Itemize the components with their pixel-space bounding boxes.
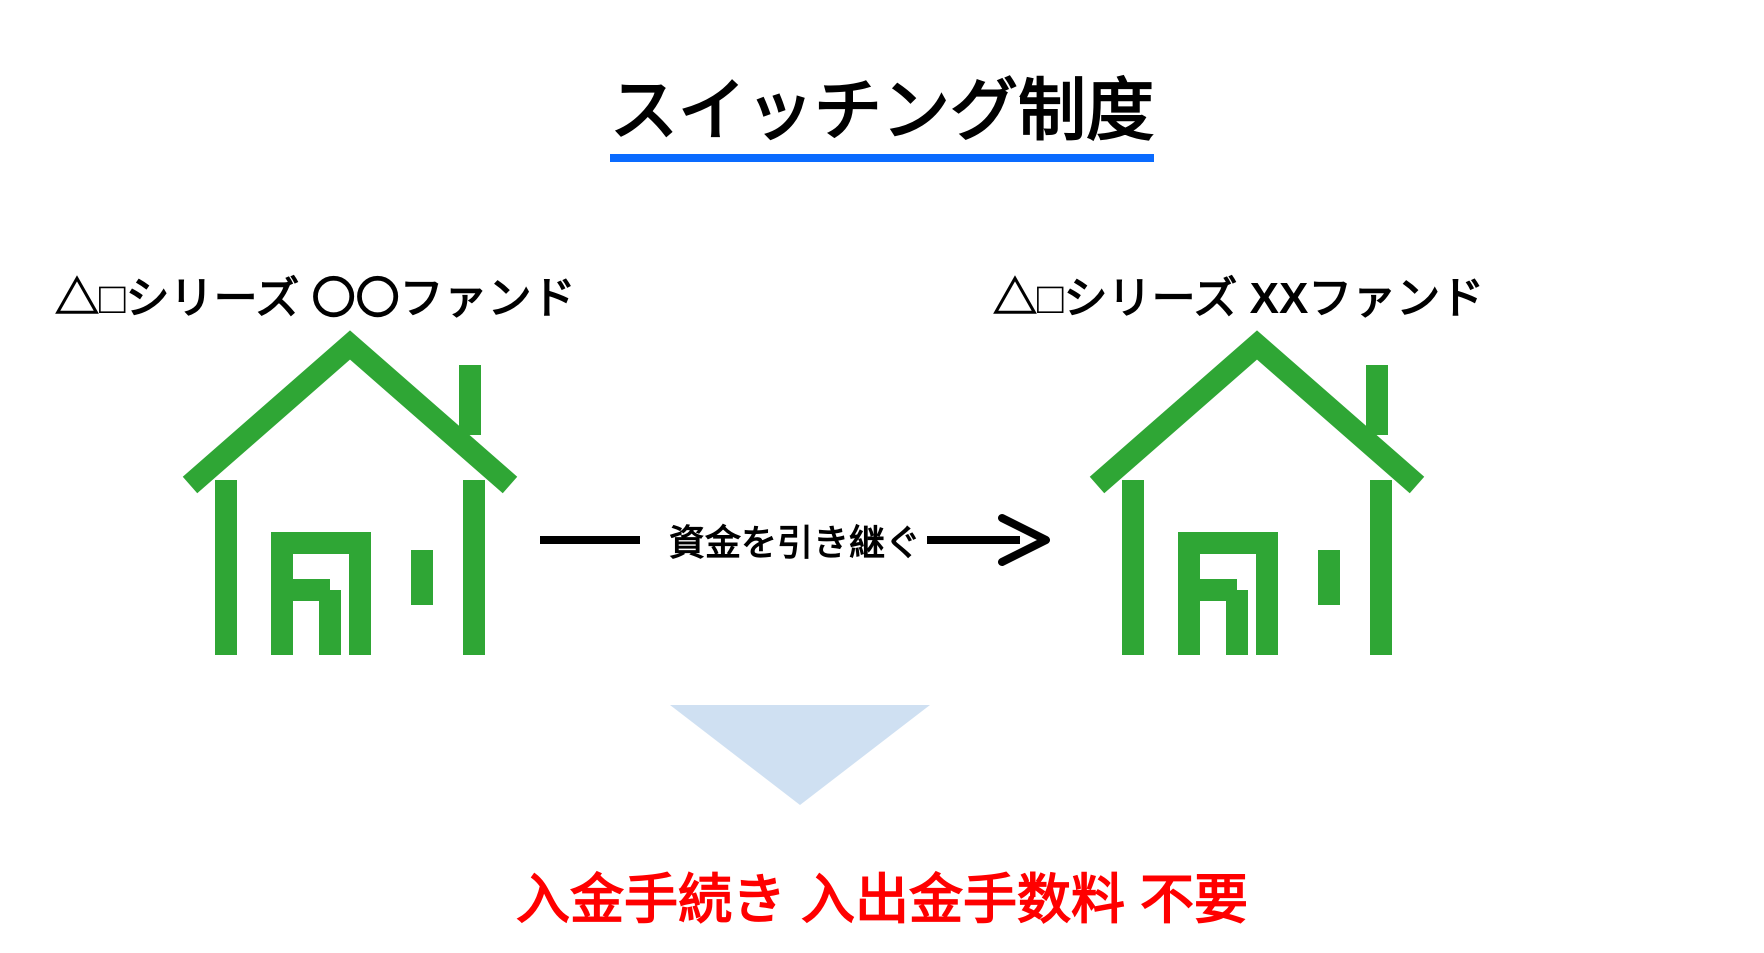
fund-right-label: △□シリーズ XXファンド xyxy=(993,262,1484,326)
title-container: スイッチング制度 xyxy=(0,55,1764,162)
down-triangle-icon xyxy=(670,705,930,805)
transfer-arrow-label: 資金を引き継ぐ xyxy=(663,514,927,566)
bottom-caption: 入金手続き 入出金手数料 不要 xyxy=(0,855,1764,934)
page-title: スイッチング制度 xyxy=(610,55,1154,162)
fund-left-label: △□シリーズ 〇〇ファンド xyxy=(55,262,576,326)
house-icon-right xyxy=(1077,325,1437,665)
house-icon-left xyxy=(170,325,530,665)
transfer-arrow: 資金を引き継ぐ xyxy=(540,505,1050,575)
